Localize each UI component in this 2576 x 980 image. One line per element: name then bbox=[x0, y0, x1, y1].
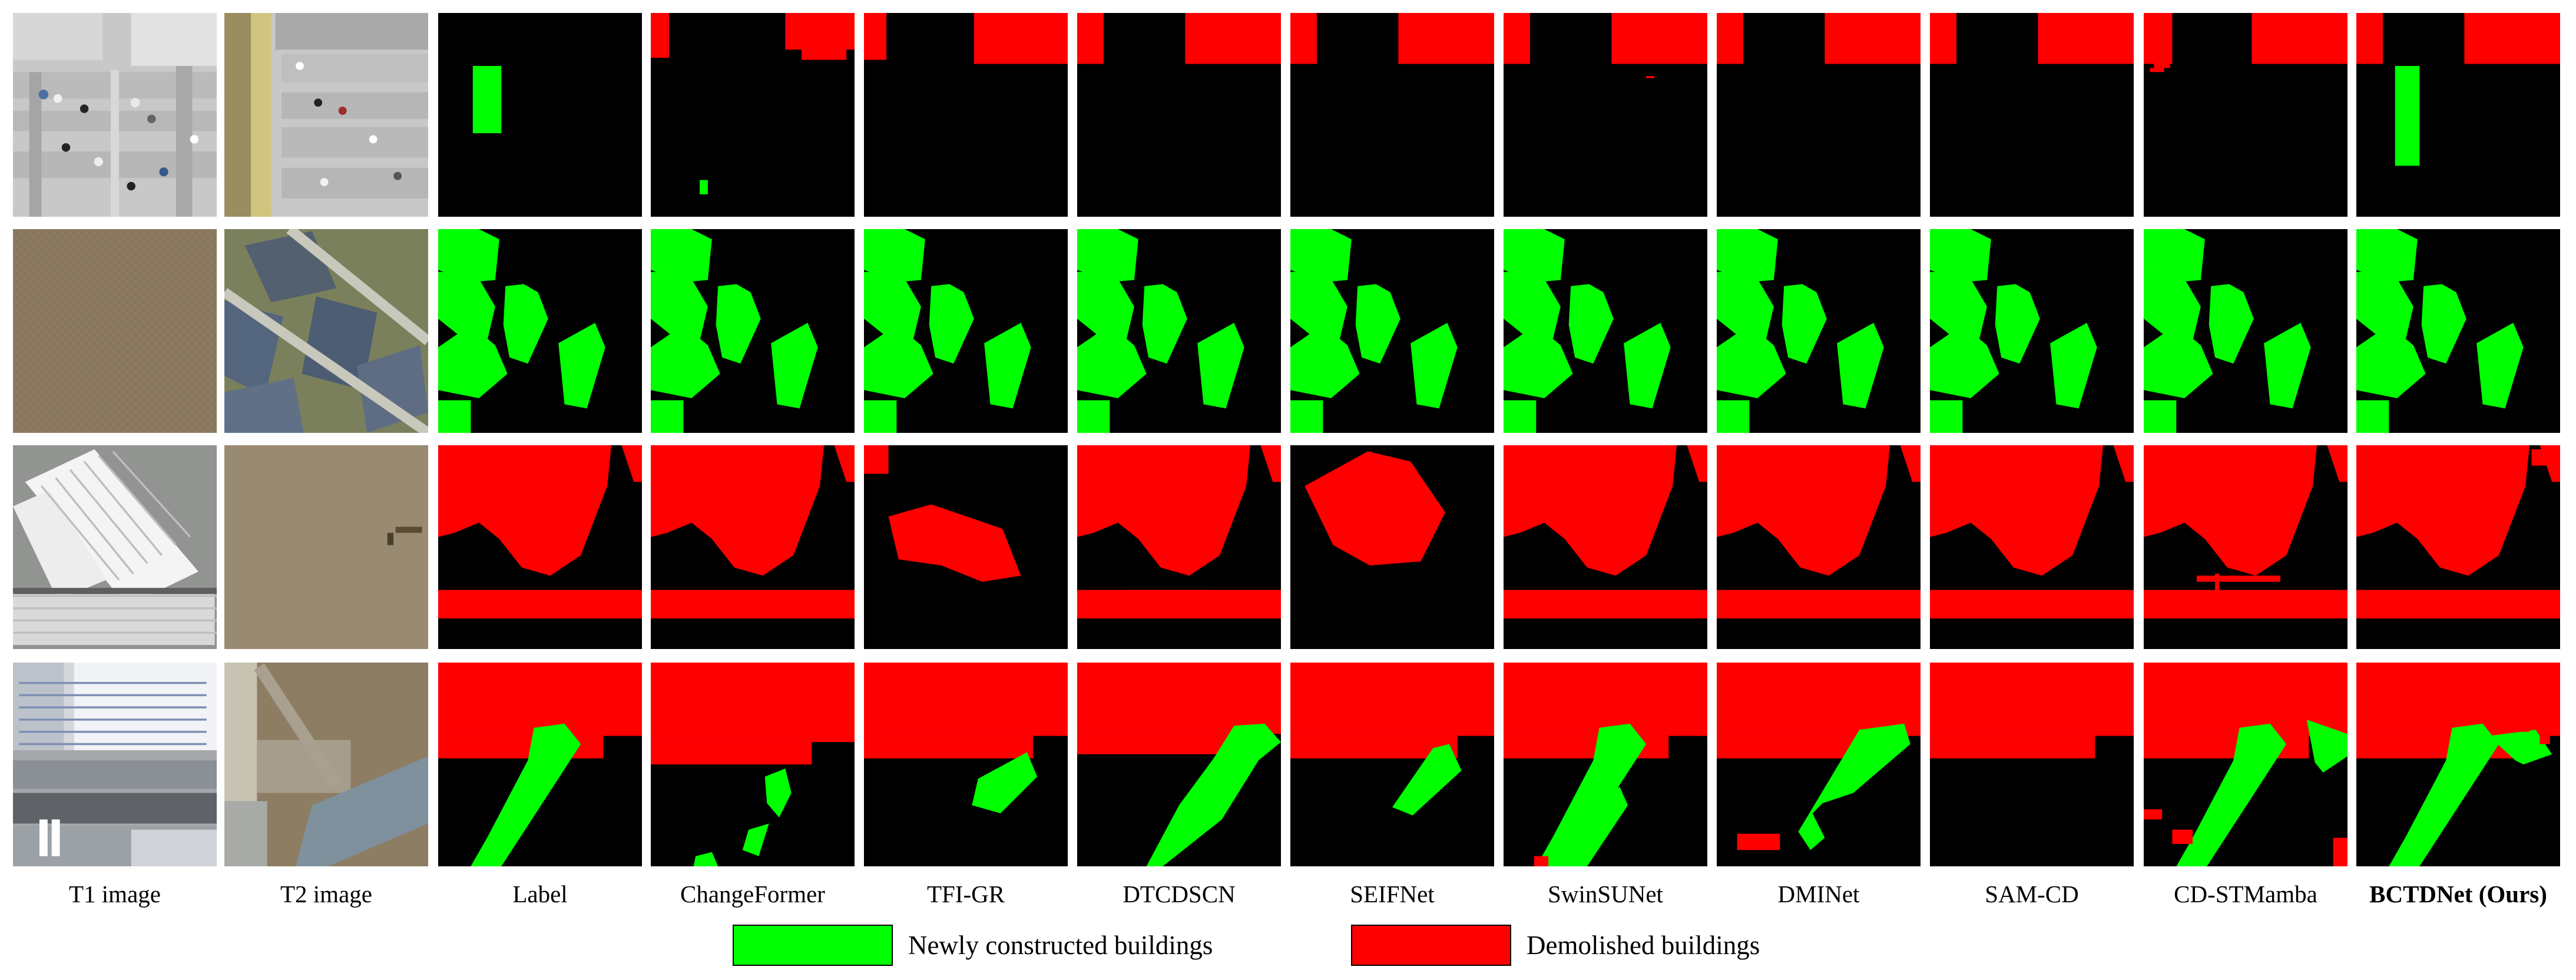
tile-row-2-sam-cd bbox=[1930, 229, 2134, 433]
tile-row-2-swinsunet bbox=[1504, 229, 1707, 433]
tile-row-4-dtcdscn bbox=[1077, 663, 1281, 866]
tile-row-4-bctdnet-ours bbox=[2356, 663, 2560, 866]
tile-row-3-bctdnet-ours bbox=[2356, 445, 2560, 649]
column-label-swinsunet: SwinSUNet bbox=[1548, 880, 1663, 908]
tile-row-4-cd-stmamba bbox=[2144, 663, 2347, 866]
tile-row-3-dminet bbox=[1717, 445, 1921, 649]
tile-row-4-label bbox=[438, 663, 642, 866]
tile-row-1-changeformer bbox=[651, 13, 855, 217]
column-label-changeformer: ChangeFormer bbox=[680, 880, 825, 908]
column-label-t1-image: T1 image bbox=[69, 880, 161, 908]
tile-row-3-label bbox=[438, 445, 642, 649]
tile-row-4-swinsunet bbox=[1504, 663, 1707, 866]
tile-row-4-t2-image bbox=[224, 663, 428, 866]
tile-row-2-tfi-gr bbox=[864, 229, 1068, 433]
column-label-label: Label bbox=[512, 880, 568, 908]
tile-row-3-t2-image bbox=[224, 445, 428, 649]
tile-row-1-seifnet bbox=[1290, 13, 1494, 217]
tile-row-1-bctdnet-ours bbox=[2356, 13, 2560, 217]
tile-row-1-cd-stmamba bbox=[2144, 13, 2347, 217]
column-label-sam-cd: SAM-CD bbox=[1985, 880, 2079, 908]
tile-row-4-dminet bbox=[1717, 663, 1921, 866]
tile-row-4-sam-cd bbox=[1930, 663, 2134, 866]
tile-row-2-bctdnet-ours bbox=[2356, 229, 2560, 433]
tile-row-4-tfi-gr bbox=[864, 663, 1068, 866]
tile-row-3-dtcdscn bbox=[1077, 445, 1281, 649]
column-label-t2-image: T2 image bbox=[280, 880, 372, 908]
tile-row-3-seifnet bbox=[1290, 445, 1494, 649]
tile-row-2-seifnet bbox=[1290, 229, 1494, 433]
tile-row-3-swinsunet bbox=[1504, 445, 1707, 649]
column-label-dtcdscn: DTCDSCN bbox=[1123, 880, 1236, 908]
tile-row-2-dminet bbox=[1717, 229, 1921, 433]
tile-row-2-t2-image bbox=[224, 229, 428, 433]
tile-row-3-tfi-gr bbox=[864, 445, 1068, 649]
tile-row-1-dminet bbox=[1717, 13, 1921, 217]
tile-row-4-seifnet bbox=[1290, 663, 1494, 866]
tile-row-2-label bbox=[438, 229, 642, 433]
legend: Newly constructed buildings Demolished b… bbox=[733, 923, 1852, 967]
tile-row-2-dtcdscn bbox=[1077, 229, 1281, 433]
column-label-seifnet: SEIFNet bbox=[1350, 880, 1435, 908]
column-label-bctdnet-ours: BCTDNet (Ours) bbox=[2369, 880, 2547, 908]
tile-row-3-cd-stmamba bbox=[2144, 445, 2347, 649]
new-buildings-swatch bbox=[733, 925, 893, 966]
demolished-buildings-label: Demolished buildings bbox=[1527, 930, 1760, 960]
tile-row-4-t1-image bbox=[13, 663, 217, 866]
tile-row-1-dtcdscn bbox=[1077, 13, 1281, 217]
tile-row-4-changeformer bbox=[651, 663, 855, 866]
tile-row-1-sam-cd bbox=[1930, 13, 2134, 217]
tile-row-3-changeformer bbox=[651, 445, 855, 649]
tile-row-3-sam-cd bbox=[1930, 445, 2134, 649]
legend-item-new-buildings: Newly constructed buildings bbox=[733, 923, 1213, 967]
tile-row-2-changeformer bbox=[651, 229, 855, 433]
tile-row-2-cd-stmamba bbox=[2144, 229, 2347, 433]
tile-row-1-t1-image bbox=[13, 13, 217, 217]
tile-row-1-t2-image bbox=[224, 13, 428, 217]
tile-row-1-swinsunet bbox=[1504, 13, 1707, 217]
column-label-dminet: DMINet bbox=[1777, 880, 1860, 908]
new-buildings-label: Newly constructed buildings bbox=[908, 930, 1213, 960]
tile-row-1-tfi-gr bbox=[864, 13, 1068, 217]
tile-row-1-label bbox=[438, 13, 642, 217]
demolished-buildings-swatch bbox=[1351, 925, 1511, 966]
legend-item-demolished-buildings: Demolished buildings bbox=[1351, 923, 1760, 967]
column-label-tfi-gr: TFI-GR bbox=[926, 880, 1005, 908]
tile-row-3-t1-image bbox=[13, 445, 217, 649]
column-label-cd-stmamba: CD-STMamba bbox=[2174, 880, 2317, 908]
tile-row-2-t1-image bbox=[13, 229, 217, 433]
